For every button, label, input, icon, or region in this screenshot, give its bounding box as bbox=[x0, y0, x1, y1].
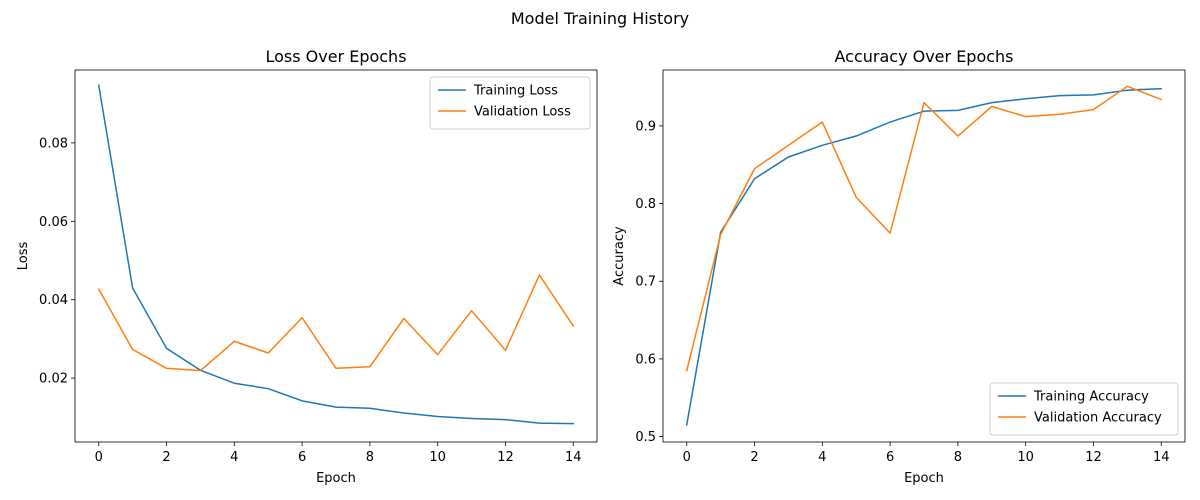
x-axis-label: Epoch bbox=[316, 471, 356, 486]
y-tick-label: 0.6 bbox=[635, 352, 656, 367]
x-tick-label: 14 bbox=[565, 450, 582, 465]
chart-title: Accuracy Over Epochs bbox=[834, 47, 1013, 66]
chart-title: Loss Over Epochs bbox=[265, 47, 406, 66]
legend-label: Validation Loss bbox=[474, 105, 571, 120]
x-tick-label: 12 bbox=[1085, 450, 1102, 465]
x-tick-label: 2 bbox=[162, 450, 170, 465]
x-tick-label: 10 bbox=[429, 450, 446, 465]
y-tick-label: 0.04 bbox=[39, 293, 68, 308]
x-tick-label: 6 bbox=[886, 450, 894, 465]
y-tick-label: 0.08 bbox=[39, 136, 68, 151]
y-axis-label: Accuracy bbox=[612, 226, 627, 286]
series-line-0 bbox=[97, 84, 575, 425]
x-tick-label: 6 bbox=[298, 450, 306, 465]
x-tick-label: 8 bbox=[954, 450, 962, 465]
x-tick-label: 4 bbox=[818, 450, 826, 465]
x-tick-label: 8 bbox=[366, 450, 374, 465]
x-tick-label: 10 bbox=[1017, 450, 1034, 465]
legend: Training Loss Validation Loss bbox=[429, 76, 591, 130]
legend: Training Accuracy Validation Accuracy bbox=[989, 382, 1179, 436]
y-axis-label: Loss bbox=[16, 242, 31, 271]
series-line-0 bbox=[685, 87, 1163, 426]
series-line-1 bbox=[97, 274, 575, 372]
panel-1: Accuracy Over Epochs 0 2 4 6 8 10 12 14 0.5 0.6 0.7… bbox=[612, 47, 1186, 486]
x-axis-label: Epoch bbox=[904, 471, 944, 486]
y-tick-label: 0.06 bbox=[39, 215, 68, 230]
y-tick-label: 0.7 bbox=[635, 275, 656, 290]
plot-frame bbox=[662, 69, 1186, 443]
figure-suptitle: Model Training History bbox=[511, 9, 689, 28]
series-line-1 bbox=[685, 85, 1163, 372]
x-tick-label: 14 bbox=[1153, 450, 1170, 465]
x-tick-label: 0 bbox=[95, 450, 103, 465]
x-tick-label: 12 bbox=[497, 450, 514, 465]
x-tick-label: 4 bbox=[230, 450, 238, 465]
y-tick-label: 0.9 bbox=[635, 119, 656, 134]
x-tick-label: 0 bbox=[683, 450, 691, 465]
legend-label: Training Loss bbox=[473, 84, 558, 99]
y-tick-label: 0.8 bbox=[635, 197, 656, 212]
x-tick-label: 2 bbox=[750, 450, 758, 465]
plot-frame bbox=[74, 69, 598, 443]
y-tick-label: 0.02 bbox=[39, 372, 68, 387]
legend-label: Training Accuracy bbox=[1033, 390, 1149, 405]
panel-0: Loss Over Epochs 0 2 4 6 8 10 12 14 0.02 0.04 0.06 0… bbox=[16, 47, 598, 486]
legend-label: Validation Accuracy bbox=[1034, 411, 1162, 426]
legend-box bbox=[429, 76, 591, 130]
y-tick-label: 0.5 bbox=[635, 430, 656, 445]
legend-box bbox=[989, 382, 1179, 436]
